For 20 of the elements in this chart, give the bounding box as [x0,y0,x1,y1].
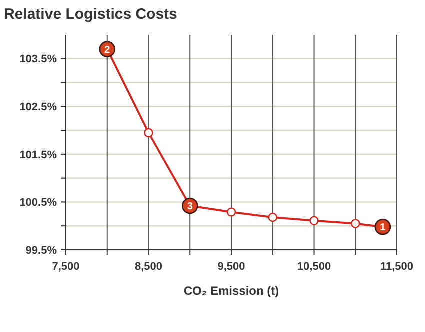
point [310,216,319,226]
point [268,212,278,222]
annotation: 2 [104,44,111,56]
x-tick-label: 9,500 [218,261,246,273]
y-tick-label: 100.5% [20,197,58,210]
annotation: 1 [380,222,386,234]
y-tick-label: 101.5% [20,149,58,162]
chart-title: Relative Logistics Costs [4,6,178,23]
point [144,128,154,138]
point [226,208,236,217]
y-tick-label: 103.5% [20,54,58,66]
x-tick-label: 10,500 [297,261,332,273]
y-tick-label: 102.5% [20,102,58,114]
x-tick-label: 7,500 [52,261,80,273]
point [350,219,360,228]
x-axis-title: CO₂ Emission (t) [184,284,280,298]
x-tick-label: 8,500 [134,261,163,273]
annotation: 3 [187,202,194,213]
y-tick-label: 99.5% [26,244,58,257]
x-tick-label: 11,500 [380,261,414,273]
